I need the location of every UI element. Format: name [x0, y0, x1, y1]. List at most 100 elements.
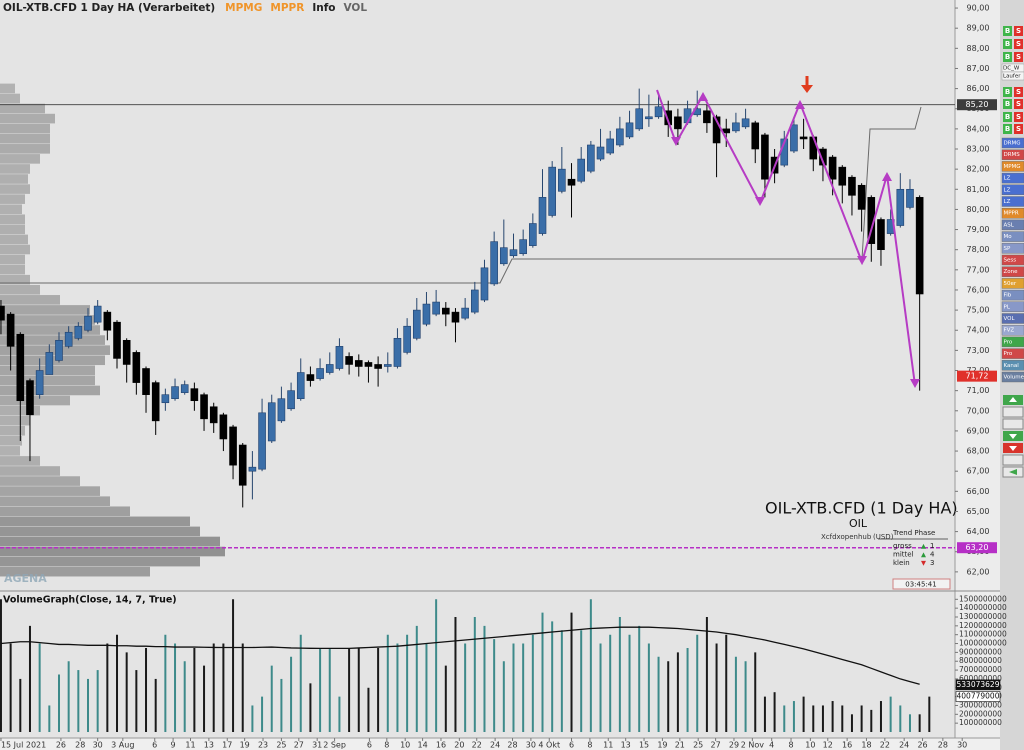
toolbar-button[interactable] — [1001, 149, 1024, 160]
candle-body — [519, 239, 527, 255]
arrow-button[interactable] — [1002, 454, 1024, 466]
toolbar-button[interactable] — [1001, 219, 1024, 231]
trade-button-label: B — [1005, 100, 1010, 108]
trade-button[interactable] — [1003, 26, 1012, 36]
toolbar-button[interactable] — [1001, 289, 1024, 301]
arrow-button[interactable] — [1002, 418, 1024, 430]
trade-button[interactable] — [1003, 39, 1012, 49]
trade-button[interactable] — [1014, 124, 1023, 134]
y-tick-label: 800000000 — [959, 656, 1002, 665]
volume-marker — [955, 691, 1001, 702]
toolbar-button[interactable] — [1001, 313, 1024, 324]
candle-body — [442, 307, 450, 315]
toolbar-button[interactable] — [1001, 348, 1024, 359]
trade-button-label: B — [1005, 113, 1010, 121]
trade-button[interactable] — [1014, 52, 1023, 62]
profile-bar — [0, 466, 60, 476]
trade-button[interactable] — [1014, 39, 1023, 49]
y-tick-label: 1300000000 — [959, 612, 1007, 621]
x-tick-label: 13 — [204, 741, 214, 750]
trade-button[interactable] — [1003, 112, 1012, 122]
candle-body — [55, 340, 63, 361]
trade-button[interactable] — [1003, 87, 1012, 97]
trade-button[interactable] — [1014, 26, 1023, 36]
trade-button[interactable] — [1014, 99, 1023, 109]
candle-body — [461, 307, 469, 319]
y-tick-label: 72,00 — [967, 366, 990, 375]
trade-button[interactable] — [1003, 52, 1012, 62]
toolbar-button-label: LZ — [1004, 187, 1011, 193]
y-tick-label: 1400000000 — [959, 603, 1007, 612]
y-tick-label: 84,00 — [967, 124, 990, 133]
trend-label: gross — [893, 542, 912, 550]
symbol-title: OIL-XTB.CFD (1 Day HA) — [765, 499, 958, 518]
candle-body — [113, 321, 121, 359]
y-tick-label: 900000000 — [959, 647, 1002, 656]
pattern-arrow — [795, 100, 805, 109]
x-tick-label: 10 — [805, 741, 815, 750]
y-tick-label: 100000000 — [959, 718, 1002, 727]
trade-button[interactable] — [1014, 112, 1023, 122]
candle-body — [529, 223, 537, 246]
toolbar-button[interactable] — [1001, 360, 1024, 371]
candle-body — [490, 241, 498, 285]
trade-button[interactable] — [1003, 124, 1012, 134]
trade-button[interactable] — [1014, 87, 1023, 97]
toolbar-button[interactable] — [1001, 161, 1024, 172]
trade-button[interactable] — [1003, 99, 1012, 109]
candle-body — [0, 305, 5, 321]
x-tick-label: 22 — [472, 741, 482, 750]
candle-body — [625, 122, 634, 138]
pattern-arrow — [755, 197, 765, 206]
indicator-label[interactable]: Info — [312, 2, 335, 14]
candle-body — [538, 197, 547, 234]
toolbar-button[interactable] — [1001, 137, 1024, 149]
toolbar-button[interactable] — [1001, 184, 1024, 196]
toolbar-button[interactable] — [1001, 231, 1024, 242]
x-tick-label: 4 — [769, 741, 774, 750]
x-tick-label: 30 — [957, 741, 967, 750]
indicator-label[interactable]: MPMG — [225, 2, 262, 14]
toolbar-button[interactable] — [1001, 325, 1024, 336]
arrow-button[interactable] — [1002, 406, 1024, 418]
profile-bar — [0, 415, 30, 426]
profile-bar — [0, 144, 50, 154]
candle-body — [161, 394, 170, 404]
y-tick-label: 1200000000 — [959, 621, 1007, 630]
toolbar-button-label: 50er — [1004, 281, 1017, 287]
toolbar-button[interactable] — [1001, 254, 1024, 266]
toolbar-button[interactable] — [1001, 371, 1024, 383]
candle-body — [325, 364, 334, 373]
x-tick-label: 17 — [222, 741, 232, 750]
toolbar-button[interactable] — [1001, 278, 1024, 289]
indicator-label[interactable]: MPPR — [270, 2, 304, 14]
candle-body — [857, 184, 866, 210]
x-tick-label: 8 — [587, 741, 592, 750]
x-tick-label: 25 — [693, 741, 703, 750]
x-tick-label: 4 Okt — [538, 741, 560, 750]
toolbar-button[interactable] — [1001, 301, 1024, 312]
profile-bar — [0, 526, 200, 537]
trend-label: klein — [893, 559, 910, 567]
y-tick-label: 73,00 — [967, 346, 990, 355]
toolbar-button[interactable] — [1001, 207, 1024, 219]
candle-body — [383, 364, 392, 367]
toolbar-button[interactable] — [1001, 196, 1024, 207]
toolbar-button[interactable] — [1001, 243, 1024, 254]
candle-body — [26, 380, 34, 416]
toolbar-button[interactable] — [1001, 172, 1024, 184]
pattern-arrow — [671, 137, 681, 146]
indicator-label[interactable]: VOL — [343, 2, 367, 14]
candle-body — [393, 337, 402, 367]
y-tick-label: 1500000000 — [959, 594, 1007, 603]
candle-body — [577, 158, 585, 182]
toolbar-button[interactable] — [1001, 71, 1024, 81]
toolbar-button[interactable] — [1001, 336, 1024, 348]
signal-arrow-head — [801, 85, 813, 93]
toolbar-button[interactable] — [1001, 266, 1024, 277]
candle-body — [500, 247, 508, 265]
x-tick-label: 19 — [240, 741, 250, 750]
trend-value: 1 — [930, 542, 934, 550]
profile-bar — [0, 446, 20, 456]
